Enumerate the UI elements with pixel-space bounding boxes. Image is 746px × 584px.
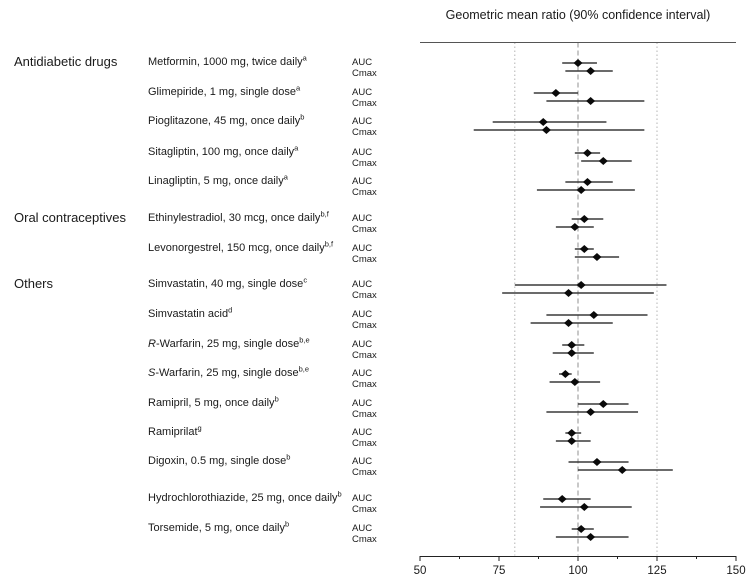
drug-label: Ethinylestradiol, 30 mcg, once dailyb,f (148, 209, 329, 224)
mean-diamond-cmax (570, 223, 580, 231)
chart-title: Geometric mean ratio (90% confidence int… (445, 8, 711, 22)
mean-diamond-cmax (576, 186, 586, 194)
group-label: Antidiabetic drugs (14, 54, 118, 69)
drug-label: Linagliptin, 5 mg, once dailya (148, 172, 288, 187)
mean-diamond-auc (560, 370, 570, 378)
mean-diamond-cmax (567, 437, 577, 445)
mean-diamond-cmax (598, 157, 608, 165)
metric-label-auc: AUC (352, 279, 373, 290)
drug-label: Simvastatin, 40 mg, single dosec (148, 275, 308, 290)
mean-diamond-cmax (586, 67, 596, 75)
metric-label-cmax: Cmax (352, 320, 377, 331)
metric-label-auc: AUC (352, 243, 373, 254)
x-axis-tick-label: 125 (647, 565, 666, 577)
drug-label: Glimepiride, 1 mg, single dosea (148, 83, 301, 98)
metric-label-auc: AUC (352, 523, 373, 534)
mean-diamond-auc (567, 341, 577, 349)
drug-label: Digoxin, 0.5 mg, single doseb (148, 452, 291, 467)
drug-label: Simvastatin acidd (148, 305, 233, 320)
drug-label: Pioglitazone, 45 mg, once dailyb (148, 112, 305, 127)
mean-diamond-cmax (617, 466, 627, 474)
x-axis-tick-label: 150 (726, 565, 745, 577)
group-label: Others (14, 276, 54, 291)
mean-diamond-cmax (570, 378, 580, 386)
mean-diamond-auc (579, 245, 589, 253)
mean-diamond-cmax (541, 126, 551, 134)
metric-label-auc: AUC (352, 147, 373, 158)
drug-label: R-Warfarin, 25 mg, single doseb,e (148, 335, 310, 350)
metric-label-auc: AUC (352, 456, 373, 467)
drug-label: Levonorgestrel, 150 mcg, once dailyb,f (148, 239, 334, 254)
mean-diamond-cmax (564, 289, 574, 297)
metric-label-cmax: Cmax (352, 254, 377, 265)
metric-label-auc: AUC (352, 213, 373, 224)
drug-label: Sitagliptin, 100 mg, once dailya (148, 143, 299, 158)
metric-label-auc: AUC (352, 339, 373, 350)
metric-label-cmax: Cmax (352, 187, 377, 198)
metric-label-auc: AUC (352, 176, 373, 187)
drug-label: Ramiprilatg (148, 423, 202, 438)
mean-diamond-auc (579, 215, 589, 223)
mean-diamond-cmax (586, 408, 596, 416)
mean-diamond-cmax (592, 253, 602, 261)
drug-label: Torsemide, 5 mg, once dailyb (148, 519, 290, 534)
mean-diamond-auc (576, 525, 586, 533)
mean-diamond-auc (589, 311, 599, 319)
metric-label-cmax: Cmax (352, 158, 377, 169)
mean-diamond-cmax (579, 503, 589, 511)
mean-diamond-auc (598, 400, 608, 408)
drug-label: S-Warfarin, 25 mg, single doseb,e (148, 364, 310, 379)
metric-label-auc: AUC (352, 87, 373, 98)
mean-diamond-cmax (586, 97, 596, 105)
mean-diamond-auc (573, 59, 583, 67)
metric-label-cmax: Cmax (352, 350, 377, 361)
mean-diamond-auc (538, 118, 548, 126)
metric-label-auc: AUC (352, 116, 373, 127)
group-label: Oral contraceptives (14, 210, 126, 225)
metric-label-cmax: Cmax (352, 98, 377, 109)
metric-label-cmax: Cmax (352, 290, 377, 301)
metric-label-cmax: Cmax (352, 409, 377, 420)
metric-label-cmax: Cmax (352, 68, 377, 79)
drug-label: Hydrochlorothiazide, 25 mg, once dailyb (148, 489, 342, 504)
metric-label-auc: AUC (352, 57, 373, 68)
mean-diamond-auc (582, 178, 592, 186)
metric-label-cmax: Cmax (352, 534, 377, 545)
metric-label-auc: AUC (352, 398, 373, 409)
mean-diamond-auc (551, 89, 561, 97)
mean-diamond-auc (567, 429, 577, 437)
metric-label-cmax: Cmax (352, 467, 377, 478)
metric-label-cmax: Cmax (352, 127, 377, 138)
x-axis-tick-label: 50 (414, 565, 427, 577)
mean-diamond-auc (582, 149, 592, 157)
mean-diamond-cmax (564, 319, 574, 327)
metric-label-cmax: Cmax (352, 379, 377, 390)
drug-label: Metformin, 1000 mg, twice dailya (148, 53, 307, 68)
metric-label-auc: AUC (352, 368, 373, 379)
drug-label: Ramipril, 5 mg, once dailyb (148, 394, 279, 409)
metric-label-auc: AUC (352, 493, 373, 504)
x-axis-tick-label: 75 (493, 565, 506, 577)
mean-diamond-auc (576, 281, 586, 289)
metric-label-cmax: Cmax (352, 504, 377, 515)
mean-diamond-cmax (567, 349, 577, 357)
mean-diamond-auc (557, 495, 567, 503)
metric-label-cmax: Cmax (352, 438, 377, 449)
metric-label-auc: AUC (352, 427, 373, 438)
mean-diamond-auc (592, 458, 602, 466)
metric-label-cmax: Cmax (352, 224, 377, 235)
metric-label-auc: AUC (352, 309, 373, 320)
x-axis-tick-label: 100 (568, 565, 587, 577)
mean-diamond-cmax (586, 533, 596, 541)
